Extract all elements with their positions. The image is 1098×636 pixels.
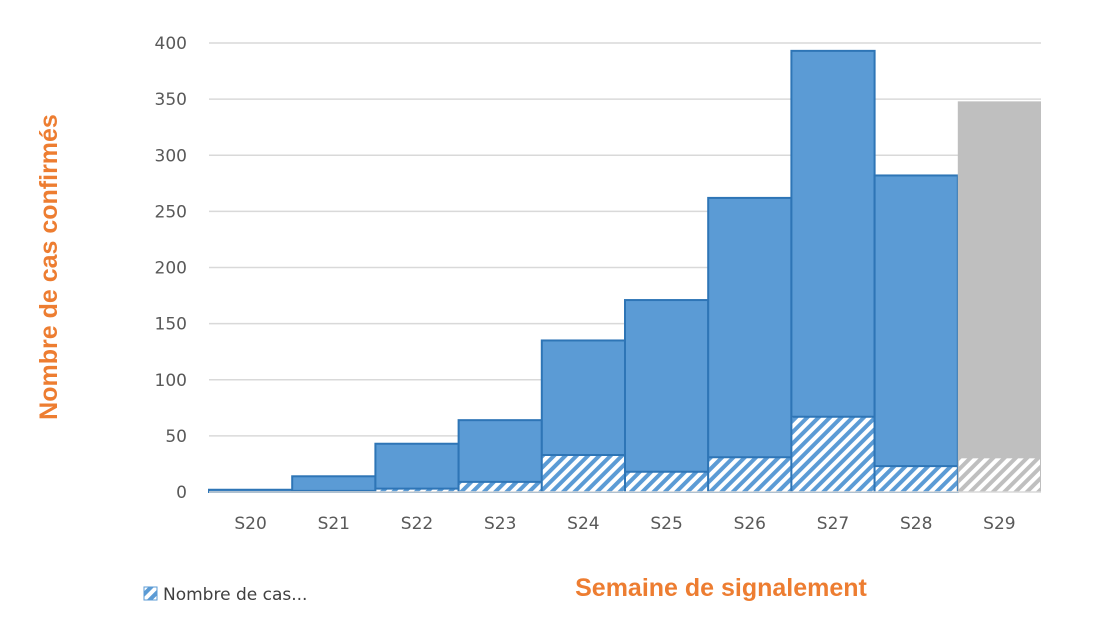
bar-hatched [709, 457, 791, 492]
y-axis-title: Nombre de cas confirmés [35, 114, 63, 420]
legend-swatch-hatched [143, 586, 158, 601]
legend-label: Nombre de cas... [163, 585, 307, 605]
x-tick-label: S25 [650, 514, 682, 534]
x-tick-label: S26 [734, 514, 766, 534]
bar-total [291, 475, 377, 494]
bar-hatched [792, 416, 874, 492]
y-tick-label: 0 [176, 483, 187, 503]
x-tick-label: S28 [900, 514, 932, 534]
bar-S27 [790, 49, 876, 493]
bar-S28 [873, 174, 959, 494]
y-tick-label: 50 [165, 427, 187, 447]
bar-S29 [957, 101, 1041, 493]
bars [208, 49, 1041, 494]
x-tick-label: S23 [484, 514, 516, 534]
bar-total [957, 101, 1041, 493]
bar-total [374, 442, 460, 494]
y-tick-label: 250 [155, 202, 187, 222]
y-tick-label: 400 [155, 34, 187, 54]
x-tick-label: S24 [567, 514, 599, 534]
bar-S22 [374, 442, 460, 494]
x-tick-label: S29 [983, 514, 1015, 534]
x-tick-label: S21 [318, 514, 350, 534]
x-axis-title: Semaine de signalement [575, 574, 867, 602]
x-tick-label: S20 [234, 514, 266, 534]
y-axis: 0 50 100 150 200 250 300 350 400 [155, 34, 187, 503]
y-tick-label: 100 [155, 371, 187, 391]
legend: Nombre de cas... [143, 585, 307, 605]
bar-S25 [624, 299, 710, 493]
y-tick-label: 350 [155, 90, 187, 110]
x-tick-label: S22 [401, 514, 433, 534]
bar-hatched [626, 471, 708, 492]
x-tick-label: S27 [817, 514, 849, 534]
x-axis: S20 S21 S22 S23 S24 S25 S26 S27 S28 S29 [209, 491, 1041, 534]
bar-hatched [376, 488, 458, 492]
bar-hatched [542, 454, 624, 492]
y-tick-label: 300 [155, 146, 187, 166]
bar-S26 [707, 196, 793, 493]
bar-S21 [291, 475, 377, 494]
y-tick-label: 150 [155, 315, 187, 335]
bar-total [624, 299, 710, 493]
bar-hatched [875, 466, 957, 492]
bar-hatched [459, 481, 541, 492]
bar-S24 [540, 339, 626, 493]
y-tick-label: 200 [155, 259, 187, 279]
bar-total [873, 174, 959, 494]
bar-hatched [958, 458, 1040, 492]
bar-total [707, 196, 793, 493]
bar-S23 [457, 419, 543, 493]
